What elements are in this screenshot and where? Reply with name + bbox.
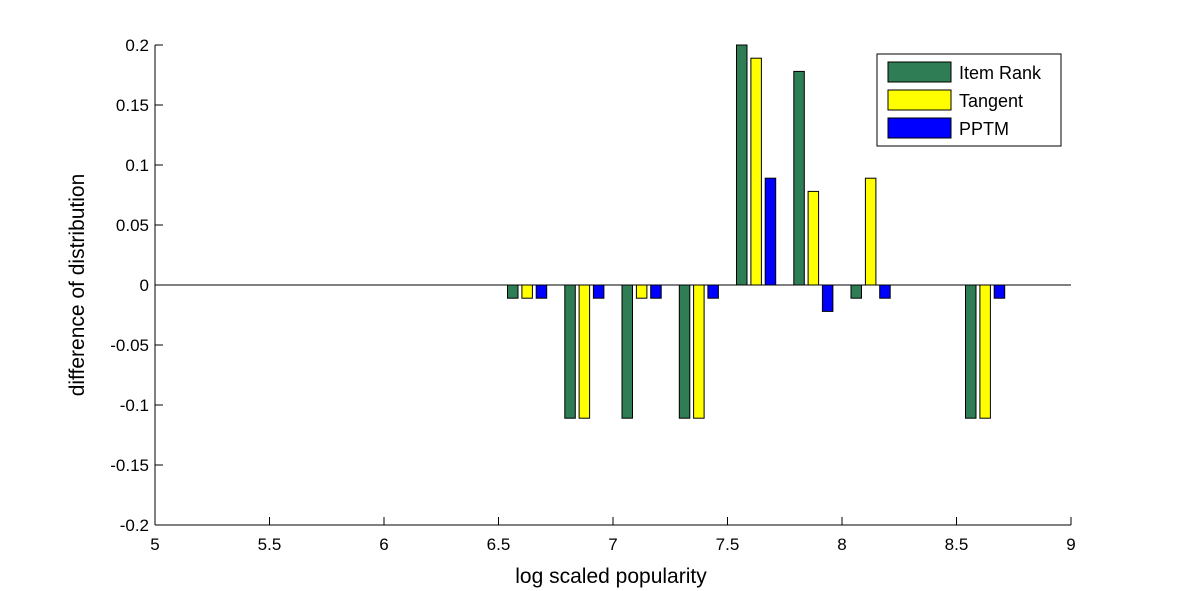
bar-tangent-6 [864,177,877,286]
bar-tangent-2 [635,284,648,299]
bars [507,44,1006,419]
x-tick-label: 5.5 [258,535,282,554]
bar-item-rank-0 [507,284,519,299]
legend-swatch-tangent [887,89,952,111]
bar-tangent-1 [578,284,591,419]
bar-item-rank-1 [564,284,576,419]
legend-swatch-item-rank [887,61,952,83]
y-tick-label: 0.1 [125,156,149,175]
y-tick-label: -0.05 [110,336,149,355]
bar-tangent-0 [521,284,533,299]
bar-item-rank-4 [736,44,748,286]
bar-pptm-0 [535,284,548,299]
y-tick-label: -0.15 [110,456,149,475]
bar-tangent-5 [807,190,820,286]
legend-label-item-rank: Item Rank [959,63,1042,83]
bar-item-rank-3 [678,284,691,419]
x-tick-label: 6.5 [487,535,511,554]
legend: Item Rank Tangent PPTM [876,53,1062,147]
bar-pptm-2 [650,284,662,299]
x-axis-label: log scaled popularity [515,565,707,588]
bar-pptm-1 [592,284,605,299]
x-tick-label: 9 [1066,535,1075,554]
y-tick-label: 0.15 [116,96,149,115]
bar-tangent-4 [750,57,762,286]
bar-pptm-6 [879,284,891,299]
legend-swatch-pptm [887,117,952,139]
bar-item-rank-7 [965,284,977,419]
x-tick-label: 8.5 [945,535,969,554]
x-tick-label: 7.5 [716,535,740,554]
bar-pptm-4 [764,177,777,286]
x-tick-label: 7 [608,535,617,554]
y-axis-label: difference of distribution [66,174,89,397]
bar-tangent-3 [693,284,705,419]
legend-label-pptm: PPTM [959,119,1009,139]
y-tick-label: -0.2 [120,516,149,535]
y-tick-label: 0.2 [125,36,149,55]
y-tick-label: -0.1 [120,396,149,415]
x-tick-label: 8 [837,535,846,554]
bar-item-rank-2 [621,284,633,419]
bar-item-rank-5 [793,70,805,286]
legend-label-tangent: Tangent [959,91,1023,111]
y-tick-label: 0.05 [116,216,149,235]
bar-pptm-7 [993,284,1006,299]
axes: 5 5.5 6 6.5 7 7.5 8 8.5 9 -0.2 -0.15 -0.1 -0.05 0 0.05… [110,36,1075,554]
x-tick-label: 5 [150,535,159,554]
bar-item-rank-6 [850,284,862,299]
bar-pptm-3 [707,284,719,299]
bar-tangent-7 [979,284,991,419]
bar-pptm-5 [821,284,834,312]
x-tick-label: 6 [379,535,388,554]
y-tick-label: 0 [140,276,149,295]
